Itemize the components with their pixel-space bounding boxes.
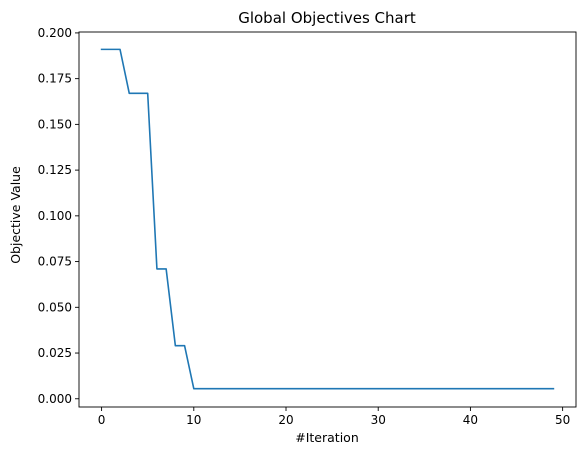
y-tick-label: 0.175 (38, 72, 72, 86)
axes-frame (78, 31, 577, 408)
plot-area (78, 31, 577, 408)
y-tick-label: 0.050 (38, 300, 72, 314)
x-tick-label: 0 (98, 413, 106, 427)
y-tick-label: 0.150 (38, 117, 72, 131)
y-tick-label: 0.125 (38, 163, 72, 177)
y-tick-label: 0.075 (38, 255, 72, 269)
x-tick-label: 40 (463, 413, 478, 427)
y-tick-label: 0.100 (38, 209, 72, 223)
y-tick-label: 0.000 (38, 392, 72, 406)
x-tick-label: 50 (555, 413, 570, 427)
y-axis-label: Objective Value (8, 166, 23, 264)
y-tick-label: 0.200 (38, 26, 72, 40)
x-tick-label: 10 (186, 413, 201, 427)
x-axis-label: #Iteration (295, 430, 359, 445)
y-tick-label: 0.025 (38, 346, 72, 360)
x-tick-label: 20 (278, 413, 293, 427)
axis-ticks: 0 10 20 30 40 50 0.000 0.025 0.050 0.075 0.100 0.12… (38, 26, 571, 427)
chart-title: Global Objectives Chart (238, 9, 416, 27)
x-tick-label: 30 (371, 413, 386, 427)
series-line-0 (100, 48, 555, 390)
